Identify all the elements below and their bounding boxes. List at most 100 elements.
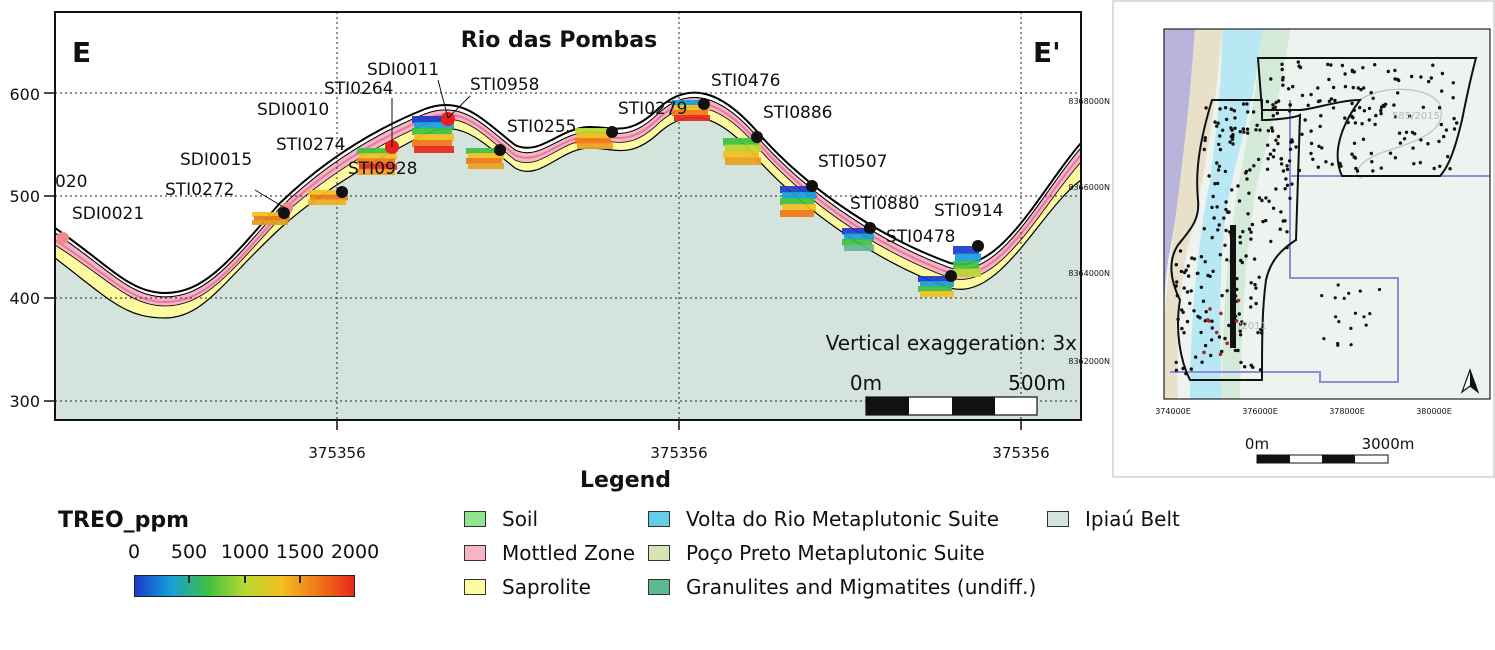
- treo-tick-label: 0: [127, 541, 141, 563]
- map-drillhole-dot: [1245, 177, 1249, 181]
- map-drillhole-dot: [1249, 281, 1253, 285]
- map-drillhole-dot: [1222, 216, 1226, 220]
- map-drillhole-dot: [1254, 128, 1258, 132]
- legend-label: Granulites and Migmatites (undiff.): [686, 575, 1037, 599]
- map-drillhole-dot: [1287, 159, 1292, 163]
- drillhole-label: STI0880: [850, 194, 919, 214]
- map-drillhole-dot: [1274, 138, 1278, 142]
- map-drillhole-dot: [1213, 182, 1217, 186]
- map-drillhole-dot: [1230, 128, 1234, 132]
- map-drillhole-dot: [1274, 187, 1278, 191]
- map-drillhole-dot: [1334, 315, 1338, 319]
- drill-interval: [414, 122, 454, 129]
- legend-swatch: [648, 579, 670, 595]
- ipiau-belt-fill: [55, 117, 1081, 420]
- map-drillhole-dot: [1343, 116, 1347, 120]
- map-drillhole-dot: [1178, 249, 1183, 253]
- legend-item-soil: Soil: [464, 507, 538, 531]
- drillhole-collar: [972, 240, 984, 252]
- drill-interval: [310, 194, 348, 201]
- map-drillhole-dot: [1238, 329, 1243, 333]
- map-drillhole-dot: [1207, 174, 1211, 178]
- map-drillhole-dot: [1265, 99, 1270, 104]
- drill-interval: [414, 134, 454, 141]
- map-drillhole-dot: [1393, 77, 1397, 81]
- map-drillhole-dot: [1219, 311, 1223, 316]
- map-drillhole-dot: [1291, 84, 1295, 89]
- drill-interval: [672, 100, 708, 106]
- map-drillhole-dot: [1288, 147, 1293, 151]
- map-drillhole-dot: [1336, 343, 1340, 347]
- map-drillhole-dot: [1355, 169, 1360, 173]
- map-drillhole-dot: [1200, 360, 1204, 364]
- map-drillhole-dot: [1285, 245, 1289, 250]
- map-drillhole-dot: [1306, 103, 1310, 108]
- map-easting-label: 378000E: [1329, 407, 1365, 416]
- drill-interval: [577, 133, 613, 139]
- drill-interval: [308, 190, 346, 196]
- drill-interval: [252, 212, 288, 217]
- map-drillhole-dot: [1421, 105, 1426, 110]
- map-drillhole-dot: [1224, 207, 1228, 212]
- map-drillhole-dot: [1438, 164, 1442, 168]
- map-drillhole-dot: [1379, 108, 1383, 113]
- drill-interval: [918, 276, 952, 282]
- map-drillhole-dot: [1290, 182, 1294, 186]
- map-northing-label: 8364000N: [1068, 269, 1110, 278]
- map-drillhole-dot: [1411, 146, 1415, 150]
- drillhole-collars: [57, 98, 984, 282]
- map-drillhole-dot: [1264, 196, 1268, 200]
- map-drillhole-dot: [1361, 66, 1365, 70]
- map-drillhole-dot: [1223, 243, 1227, 247]
- drillhole-label: SDI0010: [257, 100, 329, 120]
- map-drillhole-dot: [1404, 130, 1409, 134]
- map-drillhole-dot: [1236, 348, 1240, 353]
- legend-label: Soil: [502, 507, 539, 531]
- map-drillhole-dot: [1285, 183, 1290, 187]
- drill-interval: [359, 153, 397, 160]
- treo-tick-label: 1500: [275, 541, 325, 563]
- map-drillhole-dot: [1220, 349, 1224, 354]
- map-drillhole-dot: [1211, 269, 1215, 273]
- map-drillhole-dot: [1440, 71, 1445, 76]
- map-drillhole-dot: [1230, 188, 1234, 192]
- map-cyan-unit: [1190, 29, 1262, 399]
- map-drillhole-dot: [1419, 75, 1423, 79]
- map-drillhole-dot: [1228, 230, 1232, 234]
- map-drillhole-dot: [1186, 264, 1191, 268]
- drillhole-collar: [441, 112, 455, 126]
- map-drillhole-dot: [1353, 121, 1358, 125]
- x-tick-label: 375356: [308, 444, 365, 462]
- map-drillhole-dot: [1269, 239, 1273, 244]
- map-drillhole-dot: [1324, 160, 1328, 164]
- map-drillhole-dot: [1210, 235, 1214, 240]
- map-drillhole-dot: [1448, 167, 1452, 171]
- map-drillhole-dot: [1452, 127, 1457, 131]
- y-tick-label: 300: [9, 392, 40, 411]
- section-frame: [54, 11, 1082, 421]
- map-drillhole-dot: [1329, 63, 1333, 67]
- drill-interval: [844, 233, 874, 240]
- legend-swatch: [648, 545, 670, 561]
- legend-title: Legend: [580, 468, 672, 493]
- drillhole-collar: [945, 270, 957, 282]
- map-drillhole-dot: [1237, 199, 1242, 203]
- map-drillhole-dot: [1212, 216, 1216, 220]
- map-drillhole-dot: [1281, 75, 1285, 80]
- map-drillhole-dot: [1270, 126, 1274, 130]
- map-drillhole-dot: [1322, 337, 1326, 341]
- drillhole-label: STI0279: [618, 99, 687, 119]
- map-drillhole-dot: [1249, 230, 1253, 234]
- map-drillhole-dot: [1326, 62, 1330, 67]
- map-drillhole-dot: [1182, 331, 1186, 335]
- map-tenement-north: [1256, 57, 1478, 177]
- drillhole-label: STI0272: [165, 180, 234, 200]
- map-drillhole-dot: [1397, 78, 1401, 83]
- map-drillhole-dot: [1221, 128, 1225, 132]
- map-drillhole-dot: [1297, 64, 1301, 68]
- map-drillhole-dot: [1236, 298, 1241, 303]
- drillhole-label: STI0914: [934, 201, 1003, 221]
- map-drillhole-dot: [1202, 227, 1207, 231]
- map-drillhole-dot: [1280, 62, 1284, 66]
- map-drillhole-dot: [1266, 129, 1271, 133]
